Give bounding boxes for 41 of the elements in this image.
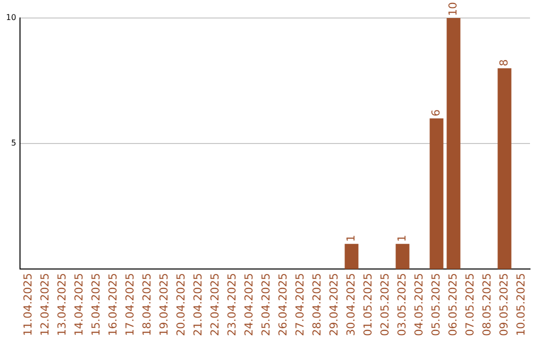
x-tick-label: 04.05.2025 bbox=[412, 273, 426, 336]
bar bbox=[430, 118, 444, 270]
bar bbox=[446, 18, 460, 270]
x-tick-label: 03.05.2025 bbox=[395, 273, 408, 336]
x-tick-label: 15.04.2025 bbox=[90, 273, 103, 336]
x-tick-label: 08.05.2025 bbox=[480, 273, 494, 336]
y-tick-label: 5 bbox=[11, 138, 16, 148]
x-tick-label: 26.04.2025 bbox=[276, 273, 290, 336]
bar bbox=[344, 244, 358, 270]
x-tick-label: 21.04.2025 bbox=[191, 273, 204, 336]
x-tick-label: 23.04.2025 bbox=[225, 273, 238, 336]
x-tick-label: 25.04.2025 bbox=[259, 273, 272, 336]
x-tick-label: 20.04.2025 bbox=[174, 273, 188, 336]
x-tick-label: 14.04.2025 bbox=[72, 273, 86, 336]
x-tick-label: 11.04.2025 bbox=[22, 273, 35, 336]
x-tick-label: 06.05.2025 bbox=[446, 273, 460, 336]
x-tick-label: 18.04.2025 bbox=[140, 273, 154, 336]
x-tick-label: 17.04.2025 bbox=[124, 273, 136, 336]
x-tick-label: 02.05.2025 bbox=[378, 273, 392, 336]
x-tick-label: 07.05.2025 bbox=[463, 273, 476, 336]
x-tick-label: 27.04.2025 bbox=[293, 273, 306, 336]
x-tick-label: 29.04.2025 bbox=[327, 273, 340, 336]
data-label: 10 bbox=[446, 2, 460, 16]
x-tick-label: 09.05.2025 bbox=[497, 273, 510, 336]
x-tick-label: 30.04.2025 bbox=[344, 273, 358, 336]
x-tick-label: 28.04.2025 bbox=[310, 273, 324, 336]
x-tick-label: 05.05.2025 bbox=[429, 273, 442, 336]
data-label: 1 bbox=[344, 234, 358, 242]
x-tick-label: 10.05.2025 bbox=[514, 273, 528, 336]
x-tick-label: 12.04.2025 bbox=[38, 273, 52, 336]
x-tick-label: 24.04.2025 bbox=[242, 273, 256, 336]
x-tick-label: 13.04.2025 bbox=[56, 273, 69, 336]
x-tick-label: 16.04.2025 bbox=[106, 273, 120, 336]
x-tick-label: 19.04.2025 bbox=[157, 273, 170, 336]
x-tick-label: 01.05.2025 bbox=[361, 273, 374, 336]
data-label: 8 bbox=[497, 59, 510, 66]
x-tick-label: 22.04.2025 bbox=[208, 273, 222, 336]
data-label: 1 bbox=[395, 234, 408, 242]
data-label: 6 bbox=[429, 109, 442, 116]
bar bbox=[498, 68, 512, 270]
bar bbox=[396, 244, 410, 270]
